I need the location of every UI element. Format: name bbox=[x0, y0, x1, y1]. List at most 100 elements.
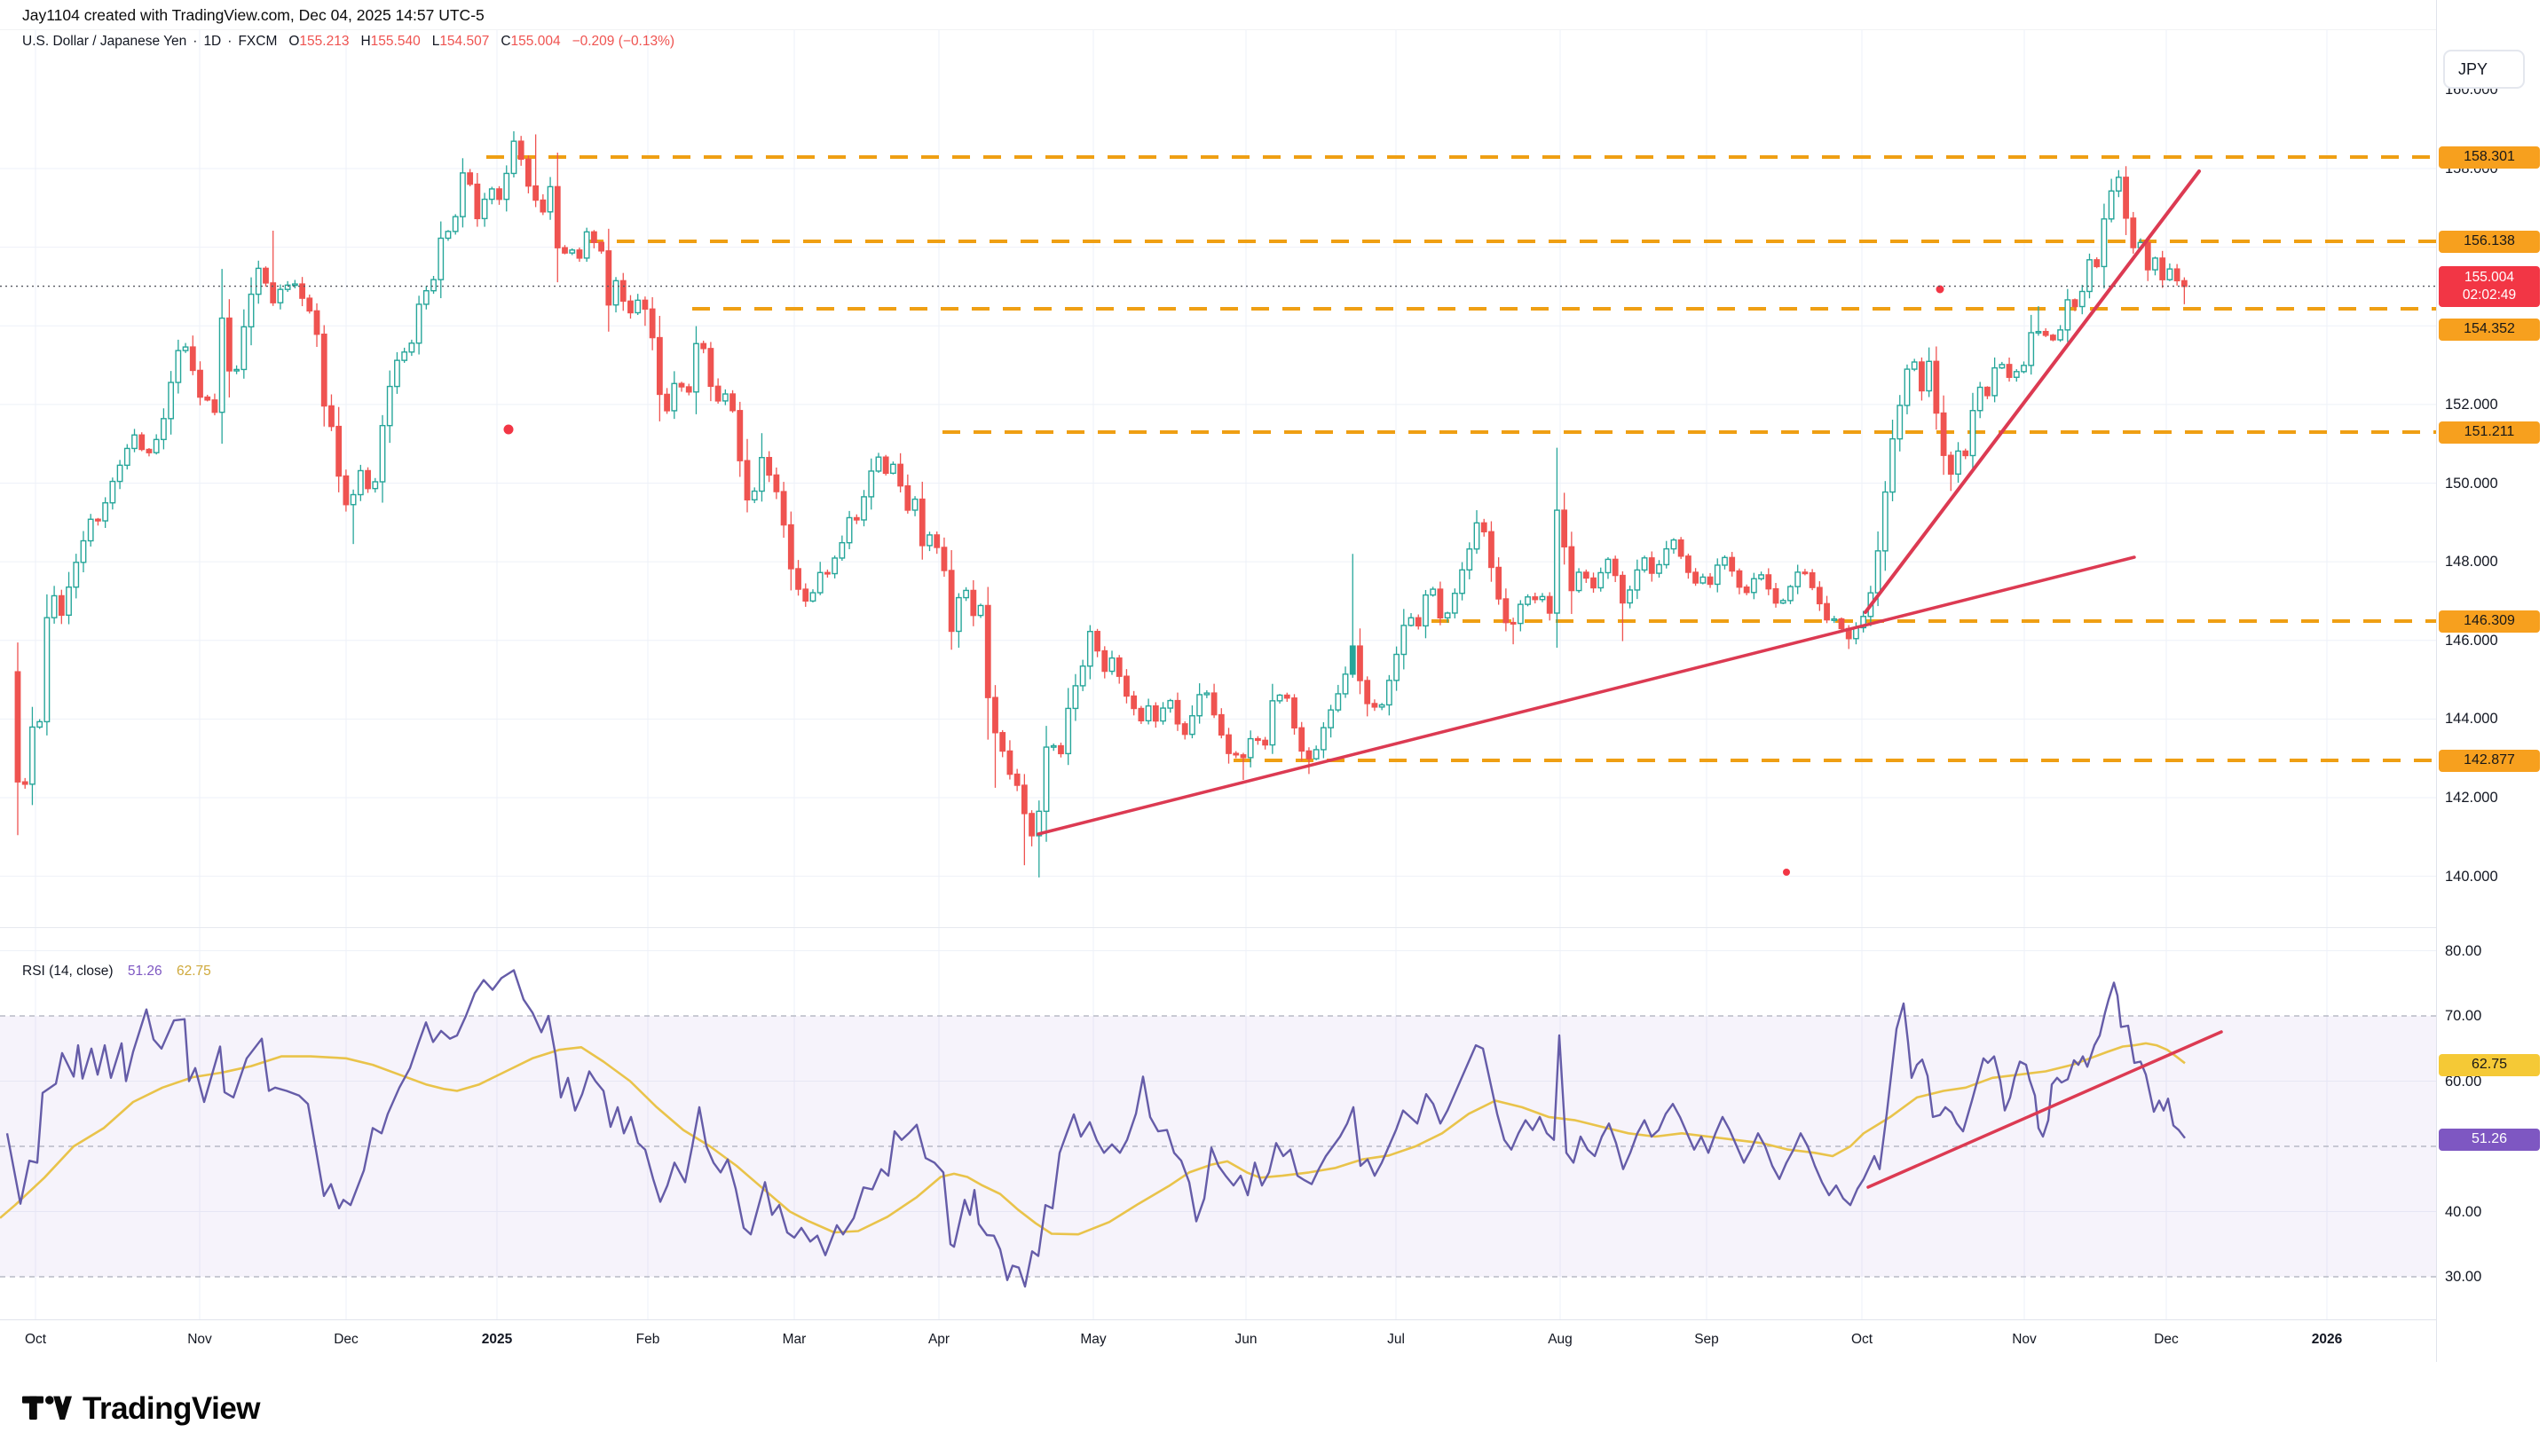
candle bbox=[853, 516, 860, 521]
candle bbox=[2035, 330, 2042, 334]
candle bbox=[422, 289, 430, 305]
candle bbox=[168, 382, 175, 420]
candle bbox=[2130, 217, 2137, 248]
signal-dot[interactable] bbox=[1936, 285, 1944, 294]
candle bbox=[1976, 386, 1983, 412]
candle bbox=[51, 594, 58, 618]
candle bbox=[875, 456, 882, 472]
candle bbox=[95, 518, 101, 522]
signal-dot[interactable] bbox=[1783, 869, 1790, 876]
rsi-title[interactable]: RSI bbox=[22, 964, 45, 979]
signal-dot[interactable] bbox=[503, 424, 514, 435]
current-price-badge: 155.004 02:02:49 bbox=[2439, 266, 2540, 307]
candle bbox=[934, 534, 941, 548]
candle bbox=[438, 237, 445, 280]
candle bbox=[627, 300, 634, 314]
time-axis[interactable]: Oct Nov Dec 2025 Feb Mar Apr May Jun Jul Aug Sep Oct… bbox=[0, 1319, 2547, 1363]
price-level-lines[interactable] bbox=[486, 155, 2436, 762]
grid-layer bbox=[0, 29, 2436, 1319]
candle bbox=[1627, 589, 1634, 604]
candle bbox=[1320, 727, 1327, 751]
candle bbox=[1298, 727, 1305, 752]
symbol-title[interactable]: U.S. Dollar / Japanese Yen bbox=[22, 34, 187, 49]
candle bbox=[474, 183, 481, 220]
candle bbox=[1160, 707, 1166, 722]
candle bbox=[714, 385, 722, 402]
candle bbox=[1787, 586, 1794, 602]
rsi-trend-line[interactable] bbox=[1866, 1030, 2223, 1189]
price-tick-label: 140.000 bbox=[2445, 869, 2498, 885]
candle bbox=[1677, 539, 1684, 557]
candle bbox=[773, 474, 780, 492]
rsi-value-badge: 62.75 bbox=[2439, 1053, 2540, 1076]
price-tick-label: 142.000 bbox=[2445, 790, 2498, 806]
candle bbox=[109, 480, 116, 504]
ohlc-high: H155.540 bbox=[360, 34, 421, 49]
candle bbox=[372, 481, 379, 490]
pane-separator[interactable] bbox=[0, 927, 2547, 928]
candle bbox=[1459, 569, 1465, 594]
price-axis[interactable]: JPY 160.000158.000156.000154.000152.0001… bbox=[2436, 0, 2547, 1362]
candle bbox=[1641, 557, 1648, 571]
candle bbox=[335, 425, 343, 477]
candle bbox=[1466, 548, 1473, 571]
trend-line[interactable] bbox=[1864, 169, 2201, 614]
bar-countdown: 02:02:49 bbox=[2462, 287, 2517, 303]
candle bbox=[1116, 657, 1123, 677]
candle bbox=[1378, 704, 1385, 708]
candle bbox=[1554, 509, 1560, 614]
candle bbox=[1802, 571, 1809, 575]
candle bbox=[759, 457, 765, 492]
candle bbox=[1502, 598, 1510, 624]
candle bbox=[1145, 704, 1152, 722]
candle bbox=[2101, 218, 2108, 268]
candle bbox=[320, 334, 327, 407]
candle bbox=[911, 498, 919, 511]
candle bbox=[365, 469, 371, 490]
candle bbox=[430, 279, 437, 292]
candle bbox=[1824, 602, 1830, 621]
candle bbox=[984, 604, 991, 698]
candle bbox=[832, 557, 839, 575]
candle bbox=[598, 241, 605, 252]
rsi-ma-value: 62.75 bbox=[176, 964, 211, 979]
price-change: −0.209 (−0.13%) bbox=[572, 34, 675, 49]
currency-label[interactable]: JPY bbox=[2443, 50, 2525, 89]
candle bbox=[846, 516, 853, 544]
candle bbox=[1050, 744, 1057, 748]
symbol-interval[interactable]: 1D bbox=[203, 34, 222, 49]
candle bbox=[525, 158, 532, 187]
candle bbox=[1809, 571, 1816, 588]
candle bbox=[992, 697, 998, 734]
candle bbox=[1999, 364, 2006, 369]
candlestick-series bbox=[14, 130, 2188, 878]
time-tick-mar: Mar bbox=[782, 1332, 807, 1347]
candle bbox=[590, 231, 597, 243]
candle bbox=[1385, 680, 1392, 706]
candle bbox=[1831, 618, 1838, 621]
candle bbox=[1758, 574, 1764, 579]
tradingview-logo[interactable]: TradingView bbox=[22, 1391, 261, 1427]
price-level-badge: 146.309 bbox=[2439, 610, 2540, 633]
price-level-badge: 154.352 bbox=[2439, 318, 2540, 341]
candle bbox=[1305, 750, 1313, 759]
candle bbox=[1108, 657, 1116, 673]
rsi-tick-label: 60.00 bbox=[2445, 1074, 2482, 1090]
candle bbox=[904, 484, 911, 511]
trend-line[interactable] bbox=[1037, 555, 2136, 836]
candle bbox=[678, 382, 685, 388]
symbol-exchange[interactable]: FXCM bbox=[238, 34, 278, 49]
candle bbox=[189, 346, 196, 372]
candle bbox=[649, 308, 656, 339]
candle bbox=[955, 596, 962, 633]
candle bbox=[722, 393, 729, 402]
candle bbox=[1152, 704, 1159, 722]
candle bbox=[2013, 371, 2020, 378]
candle bbox=[488, 188, 495, 201]
candle bbox=[1430, 588, 1437, 596]
candle bbox=[211, 399, 218, 413]
candle bbox=[2049, 334, 2056, 341]
candle bbox=[897, 463, 904, 487]
candle bbox=[1065, 707, 1072, 755]
